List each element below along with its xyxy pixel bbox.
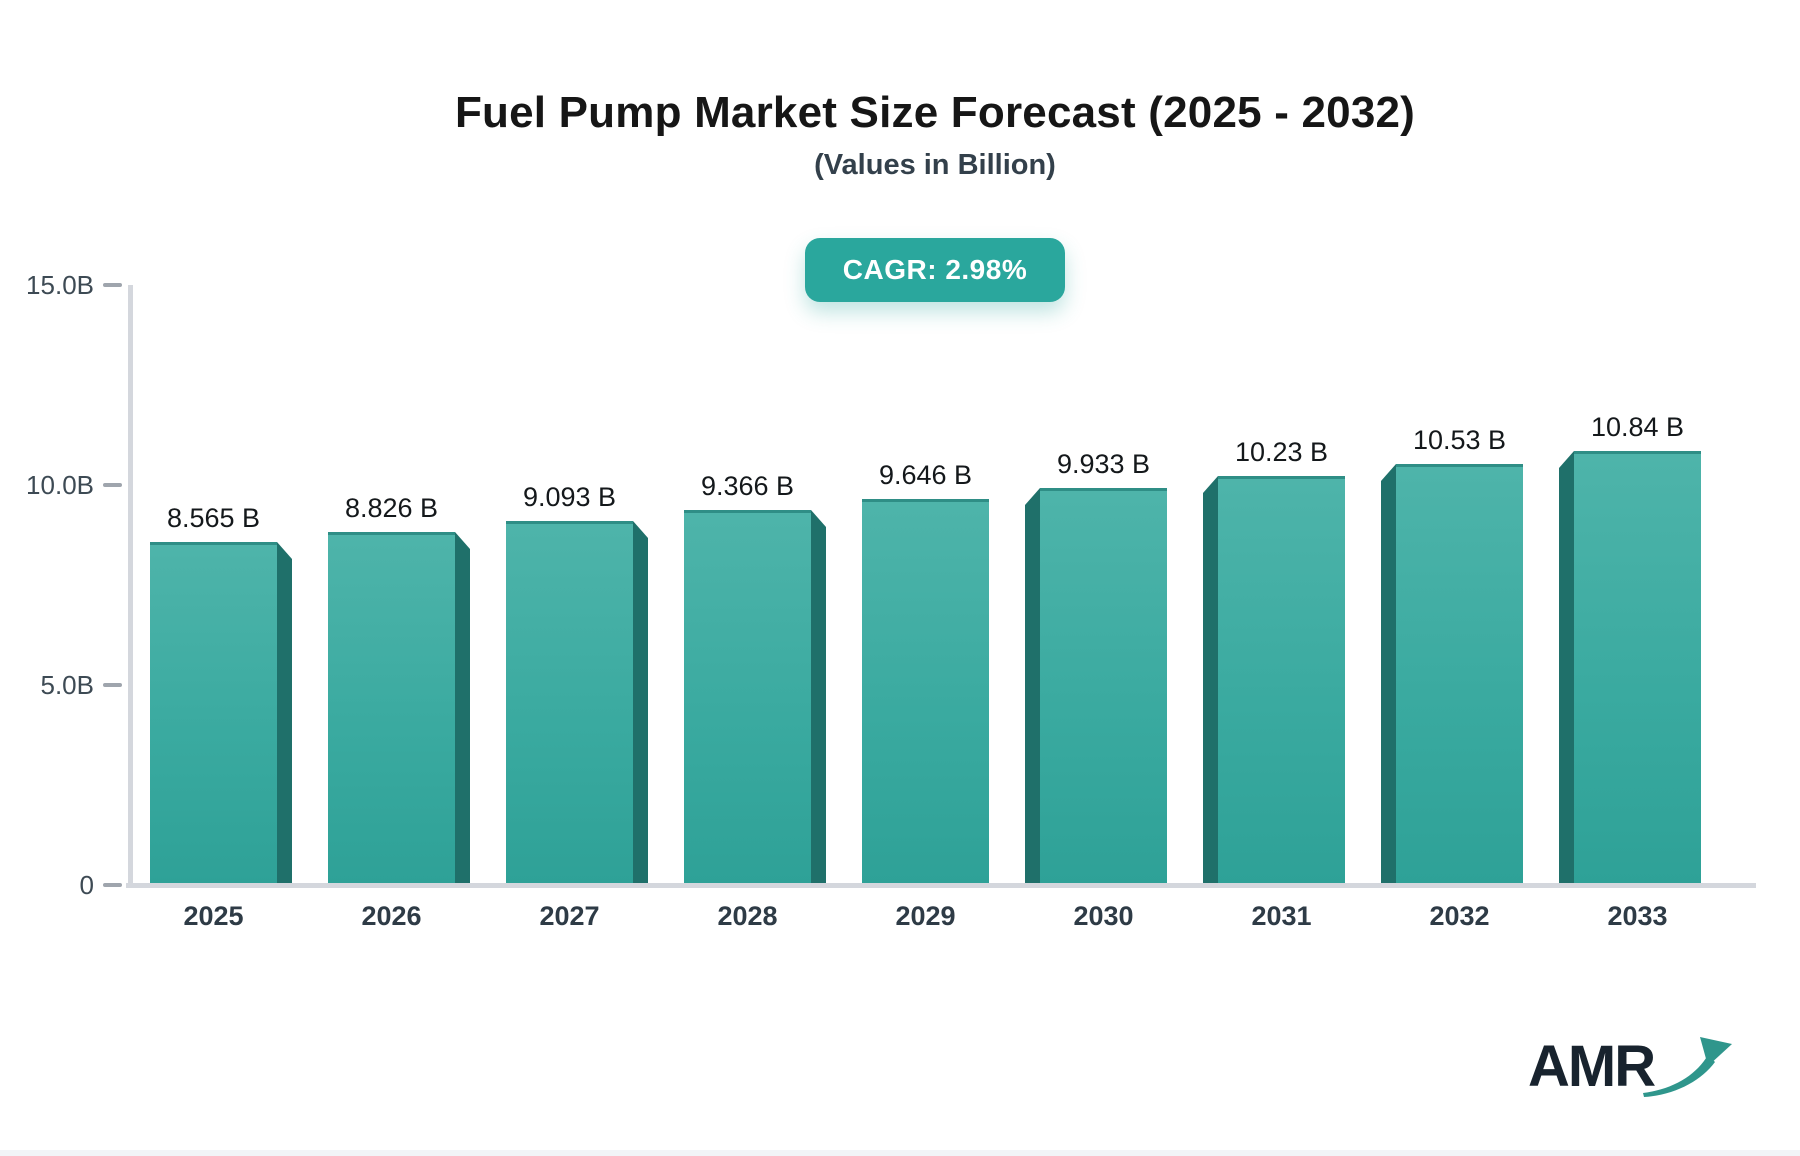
y-axis-label: 0 [79, 870, 94, 900]
y-axis-tick [103, 283, 122, 287]
bar-face [862, 499, 989, 885]
bar-face [1040, 488, 1167, 885]
y-axis-tick [103, 483, 122, 487]
bar-2031: 10.23 B 2031 [1203, 437, 1345, 931]
x-axis-label: 2032 [1429, 901, 1490, 931]
bar-value-label: 10.53 B [1412, 425, 1507, 455]
bar-value-label: 8.826 B [344, 493, 439, 523]
bar-side-face [1559, 451, 1574, 885]
bar-side-face [1203, 476, 1218, 885]
chart-subtitle: (Values in Billion) [814, 148, 1056, 181]
chart-header: Fuel Pump Market Size Forecast (2025 - 2… [70, 88, 1800, 302]
amr-logo-text: AMR [1528, 1034, 1656, 1099]
bar-2028: 9.366 B 2028 [684, 471, 826, 931]
bar-side-face [1381, 464, 1396, 885]
bar-value-label: 10.84 B [1590, 412, 1685, 442]
bar-side-face [633, 521, 648, 885]
bar-value-label: 8.565 B [166, 503, 261, 533]
bar-value-label: 9.646 B [878, 460, 973, 490]
x-axis-label: 2025 [183, 901, 244, 931]
bar-side-face [1025, 488, 1040, 885]
amr-logo: AMR [1528, 1034, 1736, 1099]
y-axis-label: 15.0B [26, 270, 94, 300]
y-axis-tick [103, 683, 122, 687]
y-axis-label: 5.0B [40, 670, 95, 700]
bar-value-label: 9.366 B [700, 471, 795, 501]
x-axis-label: 2030 [1073, 901, 1134, 931]
bar-side-face [811, 510, 826, 885]
bar-2032: 10.53 B 2032 [1381, 425, 1523, 931]
x-axis-label: 2028 [717, 901, 778, 931]
bar-value-label: 9.093 B [522, 482, 617, 512]
x-axis-label: 2026 [361, 901, 422, 931]
x-axis-label: 2031 [1251, 901, 1312, 931]
y-axis-line [128, 285, 133, 885]
bar-2033: 10.84 B 2033 [1559, 412, 1701, 931]
bar-face [328, 532, 455, 885]
bar-2026: 8.826 B 2026 [328, 493, 470, 931]
bar-2030: 9.933 B 2030 [1025, 449, 1167, 931]
bar-value-label: 10.23 B [1234, 437, 1329, 467]
bar-face [506, 521, 633, 885]
growth-arrow-icon [1643, 1037, 1733, 1097]
bar-2029: 9.646 B 2029 [862, 460, 989, 931]
bar-value-label: 9.933 B [1056, 449, 1151, 479]
bar-face [1218, 476, 1345, 885]
bottom-edge-strip [0, 1150, 1800, 1156]
bar-side-face [455, 532, 470, 885]
chart-title: Fuel Pump Market Size Forecast (2025 - 2… [454, 88, 1416, 137]
x-axis-label: 2029 [895, 901, 956, 931]
y-axis-tick [103, 883, 122, 887]
bar-2027: 9.093 B 2027 [506, 482, 648, 931]
bar-face [1396, 464, 1523, 885]
x-axis-label: 2033 [1607, 901, 1668, 931]
bar-face [684, 510, 811, 885]
bar-2025: 8.565 B 2025 [150, 503, 292, 931]
x-axis-label: 2027 [539, 901, 600, 931]
bar-face [150, 542, 277, 885]
cagr-badge: CAGR: 2.98% [804, 237, 1066, 302]
y-axis-label: 10.0B [26, 470, 94, 500]
bar-face [1574, 451, 1701, 885]
x-axis-line [126, 883, 1756, 888]
bar-side-face [277, 542, 292, 885]
